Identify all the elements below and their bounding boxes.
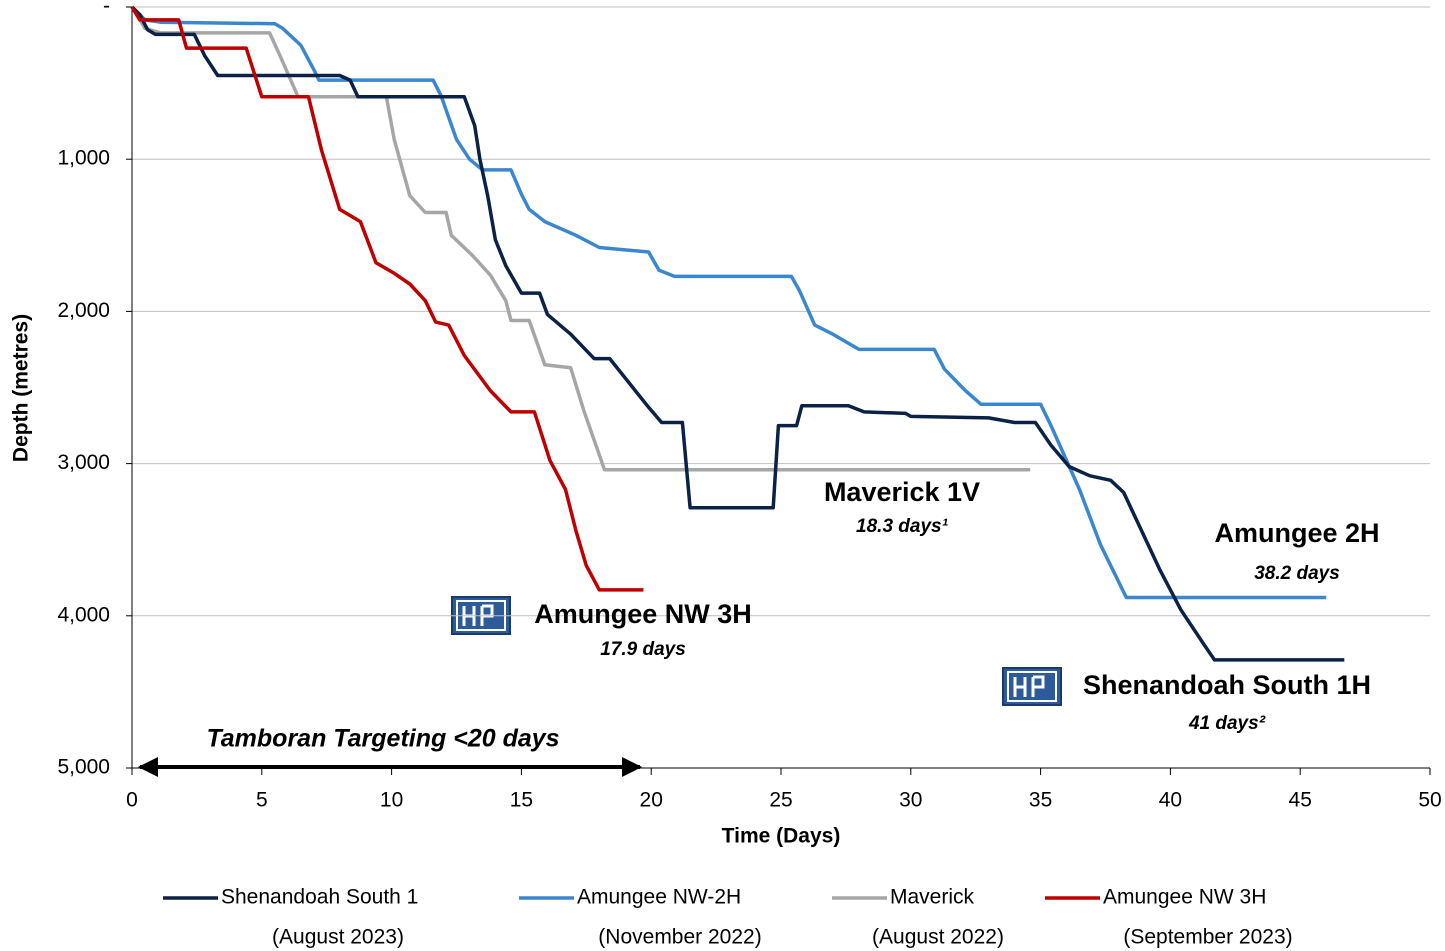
legend-label: Amungee NW 3H bbox=[1103, 886, 1266, 909]
legend-label: Amungee NW-2H bbox=[577, 886, 741, 909]
series-label: Shenandoah South 1H bbox=[1083, 670, 1371, 700]
x-tick-label: 5 bbox=[256, 789, 268, 812]
series-label: Maverick 1V bbox=[824, 477, 980, 507]
x-tick-label: 45 bbox=[1289, 789, 1312, 812]
series-line bbox=[130, 6, 644, 592]
series-label: Amungee NW 3H bbox=[534, 599, 752, 629]
y-tick-label: - bbox=[103, 0, 110, 18]
x-axis-label: Time (Days) bbox=[722, 825, 841, 848]
x-tick-label: 30 bbox=[899, 789, 922, 812]
y-tick-label: 2,000 bbox=[57, 299, 110, 322]
duration-label: 17.9 days bbox=[600, 639, 686, 660]
x-tick-label: 0 bbox=[126, 789, 138, 812]
x-tick-label: 15 bbox=[510, 789, 533, 812]
legend-label: Shenandoah South 1 bbox=[221, 886, 418, 909]
x-tick-label: 10 bbox=[380, 789, 403, 812]
legend-sublabel: (September 2023) bbox=[1123, 926, 1292, 949]
x-tick-label: 20 bbox=[640, 789, 663, 812]
y-tick-label: 1,000 bbox=[57, 147, 110, 170]
series-line bbox=[130, 5, 1345, 662]
y-axis-label: Depth (metres) bbox=[10, 314, 33, 462]
legend-label: Maverick bbox=[890, 886, 975, 909]
duration-label: 38.2 days bbox=[1254, 563, 1340, 584]
legend-sublabel: (August 2023) bbox=[272, 926, 404, 949]
series-label: Amungee 2H bbox=[1214, 518, 1379, 548]
x-tick-label: 25 bbox=[769, 789, 792, 812]
series-line bbox=[130, 6, 1031, 472]
duration-label: 18.3 days¹ bbox=[856, 516, 949, 537]
y-tick-label: 5,000 bbox=[57, 756, 110, 779]
y-tick-label: 4,000 bbox=[57, 603, 110, 626]
x-tick-label: 35 bbox=[1029, 789, 1052, 812]
legend-sublabel: (August 2022) bbox=[872, 926, 1004, 949]
duration-label: 41 days² bbox=[1188, 713, 1266, 734]
x-tick-label: 50 bbox=[1418, 789, 1441, 812]
target-annotation: Tamboran Targeting <20 days bbox=[206, 725, 559, 753]
x-tick-label: 40 bbox=[1159, 789, 1182, 812]
series-line bbox=[130, 5, 1327, 600]
legend-sublabel: (November 2022) bbox=[598, 926, 761, 949]
y-tick-label: 3,000 bbox=[57, 451, 110, 474]
hp-logo bbox=[1002, 667, 1062, 706]
